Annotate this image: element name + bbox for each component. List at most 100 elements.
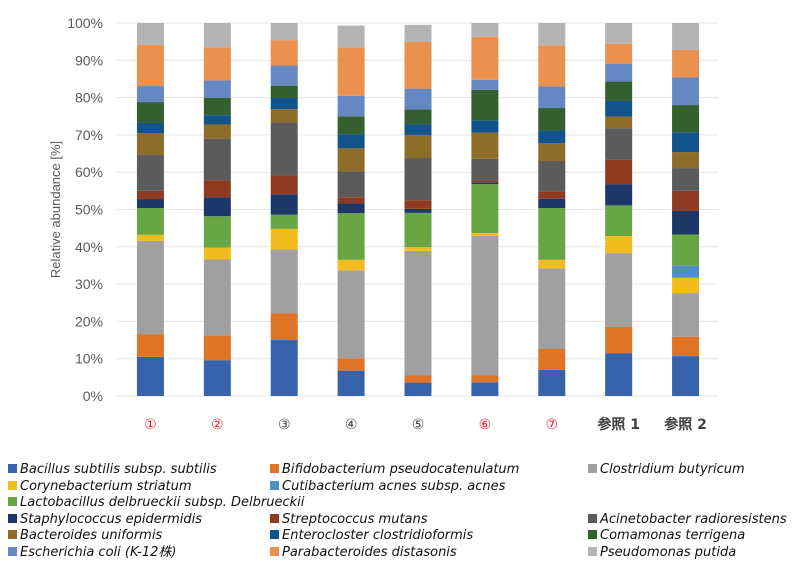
bar-segment — [136, 86, 164, 103]
bar-segment — [270, 109, 298, 123]
bar-segment — [672, 152, 700, 169]
legend-swatch — [270, 464, 279, 473]
bar-segment — [136, 356, 164, 396]
x-tick-label: ⑤ — [412, 417, 425, 433]
bar-segment — [337, 270, 365, 359]
x-tick-label: ④ — [345, 417, 358, 433]
bar-segment — [270, 340, 298, 396]
bar-segment — [605, 235, 633, 254]
bar-segment — [605, 43, 633, 64]
y-axis-title: Relative abundance [%] — [48, 141, 63, 278]
bar-segment — [337, 148, 365, 172]
legend-label: Enterocloster clostridioformis — [282, 528, 474, 544]
legend-item: Bacteroides uniformis — [8, 528, 162, 544]
bar-segment — [672, 356, 700, 396]
bar-segment — [203, 115, 231, 125]
y-tick-label: 10% — [75, 351, 103, 367]
bar-stack — [404, 24, 432, 396]
bar-segment — [404, 42, 432, 89]
bar-segment — [538, 130, 566, 144]
legend-item: Enterocloster clostridioformis — [270, 528, 473, 544]
bar-segment — [538, 143, 566, 162]
x-tick-label: ⑥ — [479, 417, 492, 433]
bar-stack — [538, 23, 566, 396]
legend-item: Cutibacterium acnes subsp. acnes — [270, 479, 505, 495]
bar-segment — [136, 122, 164, 134]
bar-segment — [672, 77, 700, 106]
legend-item: Staphylococcus epidermidis — [8, 512, 202, 528]
bar-segment — [136, 45, 164, 87]
bar-stack — [136, 23, 164, 396]
bar-segment — [404, 208, 432, 213]
bar-segment — [605, 81, 633, 101]
bar-segment — [471, 132, 499, 159]
bar-segment — [672, 336, 700, 357]
bar-segment — [471, 79, 499, 90]
bar-segment — [538, 23, 566, 46]
bar-segment — [538, 161, 566, 192]
legend-item: Streptococcus mutans — [270, 512, 428, 528]
bar-segment — [270, 249, 298, 314]
bar-segment — [270, 175, 298, 195]
bar-segment — [404, 109, 432, 125]
x-tick-label: ⑦ — [545, 417, 558, 433]
bar-segment — [337, 203, 365, 214]
legend-label: Pseudomonas putida — [600, 545, 737, 560]
bar-segment — [471, 182, 499, 185]
y-tick-label: 40% — [75, 239, 103, 255]
bar-segment — [672, 265, 700, 278]
bar-stack — [672, 23, 700, 396]
bar-segment — [672, 168, 700, 191]
bar-stack — [605, 23, 633, 396]
legend-swatch — [8, 530, 17, 540]
bar-segment — [203, 180, 231, 198]
bar-stack — [337, 25, 365, 396]
legend-item: Comamonas terrigena — [588, 528, 745, 544]
bar-segment — [538, 198, 566, 209]
bar-segment — [337, 171, 365, 198]
bar-segment — [471, 120, 499, 133]
bar-segment — [605, 159, 633, 185]
bar-segment — [538, 45, 566, 87]
y-tick-label: 0% — [83, 388, 103, 404]
y-tick-label: 50% — [75, 202, 103, 218]
bar-segment — [337, 95, 365, 117]
legend-item: Lactobacillus delbrueckii subsp. Delbrue… — [8, 495, 304, 511]
bar-segment — [605, 128, 633, 160]
x-tick-label: 参照 1 — [597, 416, 640, 433]
bar-segment — [136, 234, 164, 241]
legend-label: Parabacteroides distasonis — [282, 545, 457, 560]
bar-segment — [605, 353, 633, 396]
bar-segment — [605, 63, 633, 82]
bar-segment — [337, 259, 365, 271]
bar-segment — [203, 47, 231, 81]
bar-segment — [404, 134, 432, 159]
bar-segment — [538, 259, 566, 269]
bar-segment — [337, 213, 365, 260]
x-tick-label: ① — [144, 417, 157, 433]
bar-segment — [337, 358, 365, 371]
bar-segment — [605, 253, 633, 327]
bar-segment — [136, 190, 164, 200]
bar-segment — [270, 40, 298, 66]
bar-segment — [538, 208, 566, 260]
bar-segment — [203, 335, 231, 361]
bar-segment — [136, 240, 164, 335]
bar-segment — [404, 375, 432, 383]
bar-segment — [337, 47, 365, 96]
y-tick-label: 90% — [75, 52, 103, 68]
bar-segment — [404, 124, 432, 135]
bar-segment — [270, 313, 298, 341]
bar-segment — [337, 134, 365, 149]
x-tick-label: ② — [211, 417, 224, 433]
legend-label: Bacteroides uniformis — [20, 528, 163, 544]
legend-label: Bifidobacterium pseudocatenulatum — [282, 462, 520, 477]
bar-segment — [404, 158, 432, 201]
bar-segment — [203, 216, 231, 248]
legend-item: Bacillus subtilis subsp. subtilis — [8, 462, 217, 478]
bar-stack — [270, 23, 298, 396]
bar-segment — [404, 382, 432, 396]
bar-segment — [605, 205, 633, 236]
bar-segment — [471, 375, 499, 383]
bar-stack — [203, 23, 231, 396]
